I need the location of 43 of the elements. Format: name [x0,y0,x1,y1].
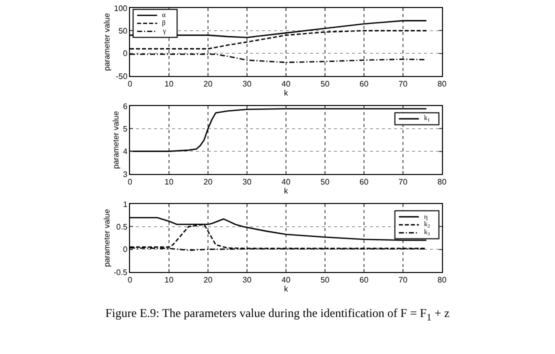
x-tick-label: 40 [282,80,291,89]
y-tick-label: 50 [118,26,128,36]
x-tick-label: 30 [242,276,252,285]
x-tick-label: 20 [204,178,213,187]
y-axis-title: parameter value [112,110,121,169]
y-tick-label: 0.5 [116,222,128,232]
y-tick-label: -50 [116,72,128,81]
x-tick-label: 40 [282,276,291,285]
x-tick-label: 50 [320,276,330,285]
x-axis-title: k [284,88,289,98]
x-tick-label: 80 [438,276,447,285]
y-axis-title: parameter value [102,208,112,267]
y-tick-label: 0 [122,49,128,58]
y-tick-label: 3 [122,170,128,179]
y-tick-label: -0.5 [114,268,128,277]
x-tick-label: 60 [360,276,369,285]
x-tick-label: 10 [164,276,174,285]
x-tick-label: 10 [164,178,174,187]
y-axis-title: parameter value [102,12,112,71]
x-tick-label: 60 [360,80,369,89]
x-tick-label: 50 [320,80,330,89]
y-tick-label: 100 [114,4,128,13]
x-tick-label: 70 [398,276,408,285]
x-tick-label: 10 [164,80,174,89]
x-tick-label: 30 [242,178,252,187]
x-tick-label: 20 [204,80,213,89]
y-tick-label: 5 [122,124,128,134]
x-tick-label: 70 [398,80,408,89]
x-tick-label: 20 [204,276,213,285]
x-tick-label: 80 [438,178,447,187]
x-tick-label: 70 [398,178,408,187]
x-tick-label: 80 [438,80,447,89]
y-tick-label: 6 [122,102,128,111]
x-tick-label: 30 [242,80,252,89]
x-axis-title: k [284,284,289,294]
x-tick-label: 50 [320,178,330,187]
x-axis-title: k [284,186,289,196]
y-tick-label: 1 [122,200,128,209]
x-tick-label: 60 [360,178,369,187]
text: Figure E.9: The parameters value during the identification of F = F$_{1}$ + z [104,306,451,324]
y-tick-label: 4 [122,147,128,156]
x-tick-label: 40 [282,178,291,187]
y-tick-label: 0 [122,245,128,254]
